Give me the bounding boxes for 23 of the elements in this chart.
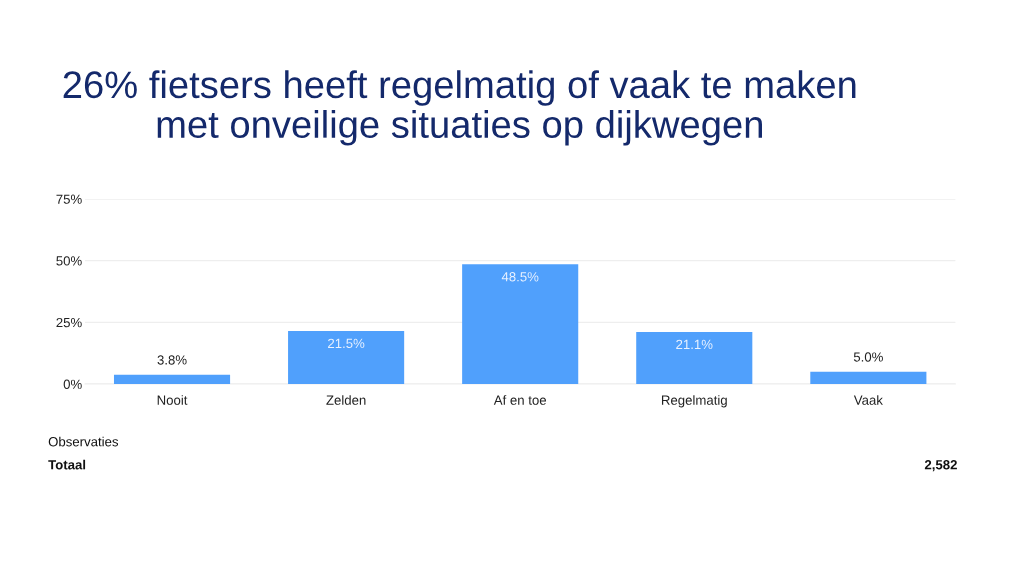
data-label: 21.1% bbox=[676, 339, 713, 349]
data-label: 5.0% bbox=[853, 352, 883, 362]
bar bbox=[288, 330, 405, 385]
y-tick-label: 0% bbox=[63, 379, 82, 389]
bar bbox=[636, 331, 753, 385]
bar bbox=[810, 371, 927, 385]
x-tick-label: Zelden bbox=[326, 395, 366, 405]
text: Observaties bbox=[48, 436, 119, 447]
chart-title: 26% fietsers heeft regelmatig of vaak te maken met onveilige situaties op dijkwegen bbox=[63, 70, 856, 146]
text: Totaal bbox=[48, 459, 86, 470]
x-tick-label: Regelmatig bbox=[661, 395, 727, 408]
bar bbox=[113, 374, 231, 385]
text: 2,582 bbox=[924, 460, 957, 472]
x-tick-label: Af en toe bbox=[493, 395, 547, 405]
bar bbox=[462, 264, 579, 385]
data-label: 21.5% bbox=[328, 338, 365, 349]
data-label: 3.8% bbox=[157, 355, 187, 365]
x-tick-label: Vaak bbox=[853, 395, 883, 405]
y-tick-label: 25% bbox=[56, 317, 82, 328]
y-tick-label: 50% bbox=[56, 256, 82, 266]
y-tick-label: 75% bbox=[56, 194, 82, 204]
data-label: 48.5% bbox=[501, 272, 539, 282]
x-tick-label: Nooit bbox=[157, 395, 188, 405]
